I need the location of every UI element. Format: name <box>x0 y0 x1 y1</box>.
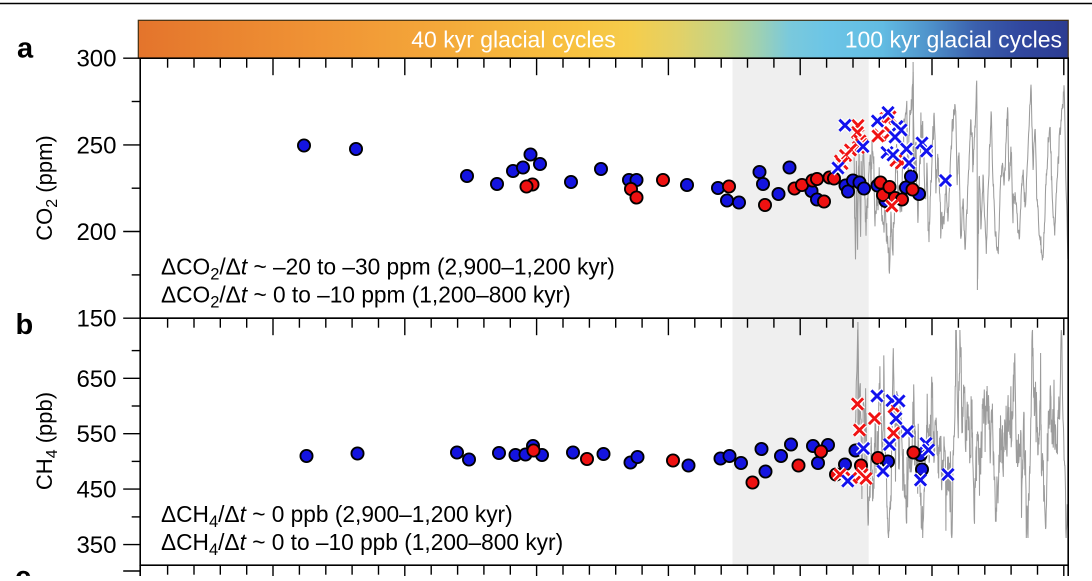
svg-text:350: 350 <box>76 532 116 559</box>
svg-text:450: 450 <box>76 477 116 504</box>
svg-text:ΔCH4/Δt ~ 0 to –10 ppb (1,200–: ΔCH4/Δt ~ 0 to –10 ppb (1,200–800 kyr) <box>161 529 563 559</box>
svg-text:c: c <box>15 561 31 576</box>
svg-text:550: 550 <box>76 421 116 448</box>
svg-text:650: 650 <box>76 366 116 393</box>
svg-text:ΔCO2/Δt ~ –20 to –30 ppm (2,90: ΔCO2/Δt ~ –20 to –30 ppm (2,900–1,200 ky… <box>161 254 615 284</box>
svg-text:250: 250 <box>76 132 116 159</box>
svg-text:300: 300 <box>76 46 116 73</box>
svg-text:CH4 (ppb): CH4 (ppb) <box>32 392 61 490</box>
svg-text:b: b <box>16 309 34 341</box>
svg-text:ΔCO2/Δt ~ 0 to –10 ppm (1,200–: ΔCO2/Δt ~ 0 to –10 ppm (1,200–800 kyr) <box>161 282 571 312</box>
svg-text:ΔCH4/Δt ~ 0 ppb (2,900–1,200 k: ΔCH4/Δt ~ 0 ppb (2,900–1,200 kyr) <box>161 501 513 531</box>
svg-text:100 kyr glacial cycles: 100 kyr glacial cycles <box>845 27 1062 53</box>
svg-text:a: a <box>17 33 34 65</box>
svg-text:200: 200 <box>76 219 116 246</box>
svg-text:CO2 (ppm): CO2 (ppm) <box>32 135 61 240</box>
svg-text:150: 150 <box>76 306 116 333</box>
svg-text:40 kyr glacial cycles: 40 kyr glacial cycles <box>411 27 616 53</box>
